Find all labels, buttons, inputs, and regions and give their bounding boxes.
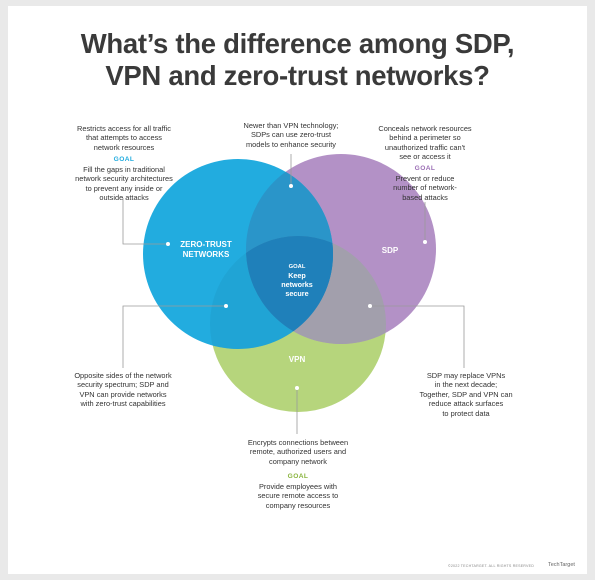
center-goal-text-2: networks: [281, 280, 313, 289]
sdp-goal: Prevent or reduce number of network- bas…: [355, 174, 495, 202]
vpn-description: Encrypts connections between remote, aut…: [218, 438, 378, 466]
venn-diagram: ZERO-TRUST NETWORKS SDP VPN GOAL Keep ne…: [122, 154, 465, 434]
sdp-description-line: see or access it: [399, 152, 451, 162]
infographic-title: What’s the difference among SDP, VPN and…: [8, 28, 587, 92]
sdp-goal-line: Prevent or reduce: [395, 174, 455, 183]
sdp-vpn-line: to protect data: [442, 408, 490, 418]
copyright-notice: ©2022 TECHTARGET. ALL RIGHTS RESERVED: [448, 564, 535, 568]
connector-dot-ztn-vpn: [224, 304, 228, 308]
sdp-label: SDP: [382, 246, 399, 255]
title-line-1: What’s the difference among SDP,: [80, 28, 515, 59]
center-overlap: [246, 236, 333, 344]
connector-zero-trust: [122, 198, 168, 245]
ztn-vpn-line: Opposite sides of the network: [74, 371, 172, 380]
connector-dot-vpn: [295, 386, 299, 390]
vpn-description-line: Encrypts connections between: [247, 438, 349, 447]
title-line-2: VPN and zero-trust networks?: [105, 60, 490, 91]
ztn-sdp-line: models to enhance security: [246, 139, 336, 149]
sdp-description-line: unauthorized traffic can't: [384, 142, 466, 152]
sdp-goal-line: based attacks: [402, 192, 448, 202]
ztn-vpn-line: VPN can provide networks: [79, 389, 167, 399]
vpn-goal-label: GOAL: [287, 473, 309, 480]
center-goal-label: GOAL: [289, 264, 306, 270]
sdp-vpn-line: in the next decade;: [434, 380, 498, 390]
sdp-vpn-line: SDP may replace VPNs: [426, 371, 506, 380]
vpn-goal-line: secure remote access to: [257, 491, 339, 501]
ztn-sdp-line: Newer than VPN technology;: [243, 121, 339, 130]
ztn-sdp-overlap-description: Newer than VPN technology; SDPs can use …: [221, 121, 361, 149]
zero-trust-goal-line: network security architectures: [75, 174, 173, 184]
center-goal-text-1: Keep: [288, 271, 306, 280]
sdp-description: Conceals network resources behind a peri…: [355, 124, 495, 162]
zero-trust-goal-line: to prevent any inside or: [85, 183, 163, 193]
vpn-goal-line: Provide employees with: [258, 482, 338, 491]
zero-trust-description: Restricts access for all traffic that at…: [54, 124, 194, 152]
ztn-vpn-line: with zero-trust capabilities: [80, 399, 166, 409]
zero-trust-goal-line: Fill the gaps in traditional: [83, 165, 165, 174]
zero-trust-description-line: that attempts to access: [86, 133, 162, 143]
sdp-vpn-line: Together, SDP and VPN can: [419, 389, 513, 399]
sdp-description-line: Conceals network resources: [378, 124, 472, 133]
vpn-label: VPN: [289, 355, 306, 364]
ztn-vpn-overlap-description: Opposite sides of the network security s…: [48, 371, 198, 409]
connector-dot-ztn-sdp: [289, 184, 293, 188]
connector-ztn-vpn: [122, 305, 226, 368]
sdp-goal-line: number of network-: [393, 183, 457, 193]
connector-dot-zero-trust: [166, 242, 170, 246]
sdp-description-line: behind a perimeter so: [389, 133, 461, 143]
sdp-goal-label: GOAL: [414, 165, 436, 172]
zero-trust-label-line-2: NETWORKS: [183, 250, 230, 259]
zero-trust-goal-line: outside attacks: [99, 193, 149, 203]
connector-sdp-vpn: [370, 305, 465, 368]
vpn-description-line: remote, authorized users and: [249, 447, 347, 457]
zero-trust-description-line: network resources: [93, 142, 155, 152]
connector-dot-sdp-vpn: [368, 304, 372, 308]
ztn-vpn-line: security spectrum; SDP and: [77, 380, 169, 390]
zero-trust-goal: Fill the gaps in traditional network sec…: [44, 165, 204, 203]
vpn-goal: Provide employees with secure remote acc…: [218, 482, 378, 510]
infographic-card: What’s the difference among SDP, VPN and…: [8, 6, 587, 574]
sdp-vpn-line: reduce attack surfaces: [428, 399, 504, 409]
sdp-vpn-overlap-description: SDP may replace VPNs in the next decade;…: [396, 371, 536, 418]
vpn-description-line: company network: [269, 456, 327, 466]
zero-trust-label-line-1: ZERO-TRUST: [180, 240, 232, 249]
connector-dot-sdp: [423, 240, 427, 244]
techtarget-logo: TechTarget: [548, 562, 575, 568]
zero-trust-goal-label: GOAL: [113, 156, 135, 163]
zero-trust-description-line: Restricts access for all traffic: [77, 124, 171, 133]
ztn-sdp-line: SDPs can use zero-trust: [250, 130, 332, 140]
vpn-goal-line: company resources: [265, 500, 331, 510]
center-goal-text-3: secure: [285, 289, 308, 298]
